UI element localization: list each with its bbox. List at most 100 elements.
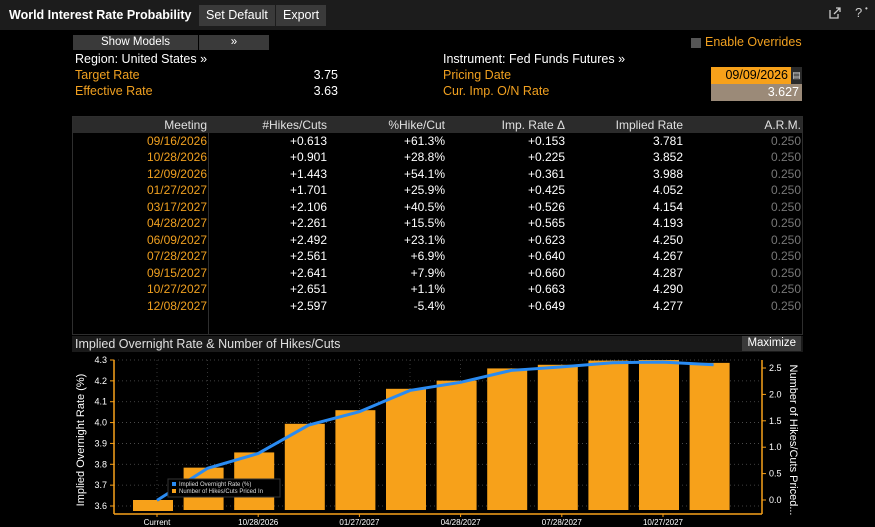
cell-implied-rate: 4.154 — [652, 199, 683, 214]
chart-title: Implied Overnight Rate & Number of Hikes… — [75, 337, 341, 351]
cur-imp-rate-label: Cur. Imp. O/N Rate — [443, 84, 550, 98]
bar-hikes-cuts — [335, 410, 376, 510]
cell-imp-rate-delta: +0.640 — [527, 249, 565, 264]
export-button[interactable]: Export — [276, 5, 327, 26]
cell-hikes-cuts: +1.701 — [289, 183, 327, 198]
rate-probability-table: Meeting #Hikes/Cuts %Hike/Cut Imp. Rate … — [72, 116, 803, 335]
cell-hikes-cuts: +2.106 — [289, 199, 327, 214]
cell-imp-rate-delta: +0.663 — [527, 282, 565, 297]
cell-meeting: 10/28/2026 — [146, 150, 207, 165]
cell-meeting: 07/28/2027 — [146, 249, 207, 264]
title-bar: World Interest Rate Probability Set Defa… — [0, 0, 875, 30]
x-tick-label: 01/27/2027 — [339, 518, 380, 527]
cell-imp-rate-delta: +0.649 — [527, 298, 565, 313]
y2-tick-label: 1.5 — [769, 416, 782, 426]
x-tick-label: Current — [144, 518, 171, 527]
pricing-date-label: Pricing Date — [443, 68, 512, 82]
cell-hikes-cuts: +2.561 — [289, 249, 327, 264]
col-meeting[interactable]: Meeting — [164, 118, 207, 132]
line-implied-rate — [156, 360, 714, 502]
instrument-selector[interactable]: Instrument: Fed Funds Futures » — [443, 52, 626, 66]
calendar-icon[interactable]: ▤ — [791, 67, 802, 84]
cell-hikes-cuts: +0.613 — [289, 134, 327, 148]
cell-pct-hike-cut: +7.9% — [410, 265, 445, 280]
maximize-button[interactable]: Maximize — [742, 336, 801, 351]
table-row[interactable]: 12/09/2026 +1.443 +54.1% +0.361 3.988 0.250 — [73, 167, 802, 183]
y2-tick-label: 1.0 — [769, 442, 782, 452]
enable-overrides-checkbox[interactable] — [691, 38, 701, 48]
show-models-button[interactable]: Show Models — [73, 35, 198, 50]
cur-imp-rate-input[interactable]: 3.627 — [711, 84, 802, 101]
bar-hikes-cuts — [386, 388, 426, 510]
table-row[interactable]: 10/28/2026 +0.901 +28.8% +0.225 3.852 0.250 — [73, 150, 802, 166]
cell-hikes-cuts: +2.597 — [289, 298, 327, 313]
help-icon[interactable]: ? — [855, 5, 863, 20]
cell-arm: 0.250 — [770, 249, 801, 264]
bar-hikes-cuts — [487, 368, 528, 510]
bar-hikes-cuts — [639, 360, 679, 510]
cell-meeting: 10/27/2027 — [146, 282, 207, 297]
table-row[interactable]: 09/16/2026 +0.613 +61.3% +0.153 3.781 0.250 — [73, 134, 802, 150]
table-row[interactable]: 10/27/2027 +2.651 +1.1% +0.663 4.290 0.250 — [73, 282, 802, 298]
cell-implied-rate: 3.781 — [652, 134, 683, 148]
cell-implied-rate: 4.277 — [652, 298, 683, 313]
cell-pct-hike-cut: +25.9% — [403, 183, 445, 198]
x-tick-label: 04/28/2027 — [441, 518, 482, 527]
y-tick-label: 4.2 — [94, 376, 107, 386]
cell-pct-hike-cut: +23.1% — [403, 232, 445, 247]
y2-tick-label: 2.0 — [769, 389, 782, 399]
rate-chart: 4.3 4.2 4.1 4.0 3.9 3.8 3.7 3.6 2.5 2.0 1.5 1.0 0.5 0… — [75, 355, 799, 527]
cell-meeting: 03/17/2027 — [146, 199, 207, 214]
cell-arm: 0.250 — [770, 150, 801, 165]
table-row[interactable]: 03/17/2027 +2.106 +40.5% +0.526 4.154 0.250 — [73, 200, 802, 216]
cell-pct-hike-cut: +15.5% — [403, 216, 445, 231]
y-tick-label: 3.8 — [94, 459, 107, 469]
cell-implied-rate: 3.852 — [652, 150, 683, 165]
cell-imp-rate-delta: +0.565 — [527, 216, 565, 231]
pricing-date-input[interactable]: 09/09/2026 — [711, 67, 791, 84]
cell-meeting: 09/15/2027 — [146, 265, 207, 280]
legend-swatch-line — [172, 482, 176, 486]
cell-meeting: 04/28/2027 — [146, 216, 207, 231]
external-link-icon[interactable] — [829, 6, 841, 22]
region-selector[interactable]: Region: United States » — [75, 52, 208, 66]
col-imp-rate-delta[interactable]: Imp. Rate Δ — [501, 118, 565, 132]
app-title: World Interest Rate Probability — [9, 8, 192, 22]
y-tick-label: 4.3 — [94, 355, 107, 365]
table-row[interactable]: 12/08/2027 +2.597 -5.4% +0.649 4.277 0.250 — [73, 299, 802, 315]
cell-pct-hike-cut: +61.3% — [403, 134, 445, 148]
target-rate-value: 3.75 — [313, 68, 338, 82]
table-row[interactable]: 04/28/2027 +2.261 +15.5% +0.565 4.193 0.250 — [73, 216, 802, 232]
cell-arm: 0.250 — [770, 265, 801, 280]
cell-pct-hike-cut: +1.1% — [410, 282, 445, 297]
cell-arm: 0.250 — [770, 199, 801, 214]
cell-implied-rate: 4.250 — [652, 232, 683, 247]
table-row[interactable]: 06/09/2027 +2.492 +23.1% +0.623 4.250 0.250 — [73, 233, 802, 249]
models-expand-button[interactable]: » — [199, 35, 269, 50]
table-header: Meeting #Hikes/Cuts %Hike/Cut Imp. Rate … — [73, 117, 802, 133]
chart-header: Implied Overnight Rate & Number of Hikes… — [72, 336, 803, 352]
table-row[interactable]: 07/28/2027 +2.561 +6.9% +0.640 4.267 0.250 — [73, 249, 802, 265]
cell-arm: 0.250 — [770, 166, 801, 181]
y-tick-label: 4.0 — [94, 418, 107, 428]
y-tick-label: 3.9 — [94, 438, 107, 448]
y2-tick-label: 2.5 — [769, 363, 782, 373]
cell-imp-rate-delta: +0.225 — [527, 150, 565, 165]
col-pct-hike-cut[interactable]: %Hike/Cut — [388, 118, 445, 132]
cell-meeting: 12/09/2026 — [146, 166, 207, 181]
effective-rate-value: 3.63 — [313, 84, 338, 98]
table-row[interactable]: 01/27/2027 +1.701 +25.9% +0.425 4.052 0.250 — [73, 183, 802, 199]
set-default-button[interactable]: Set Default — [199, 5, 275, 26]
bar-hikes-cuts — [689, 362, 730, 510]
cell-arm: 0.250 — [770, 282, 801, 297]
col-implied-rate[interactable]: Implied Rate — [615, 118, 683, 132]
cell-implied-rate: 4.052 — [652, 183, 683, 198]
cell-implied-rate: 4.290 — [652, 282, 683, 297]
x-tick-label: 10/27/2027 — [643, 518, 684, 527]
y2-tick-label: 0.5 — [769, 469, 782, 479]
target-rate-label: Target Rate — [75, 68, 140, 82]
cell-arm: 0.250 — [770, 183, 801, 198]
col-hikes-cuts[interactable]: #Hikes/Cuts — [262, 118, 327, 132]
col-arm[interactable]: A.R.M. — [764, 118, 801, 132]
table-row[interactable]: 09/15/2027 +2.641 +7.9% +0.660 4.287 0.250 — [73, 266, 802, 282]
